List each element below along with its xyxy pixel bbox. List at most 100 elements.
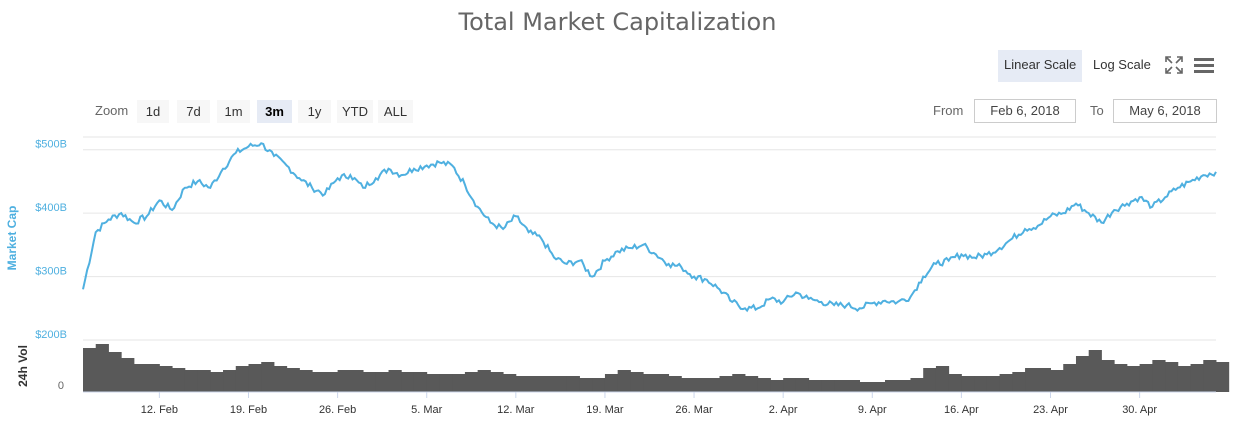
volume-bar [1050, 370, 1064, 392]
volume-bar [923, 368, 937, 392]
volume-bar [579, 378, 593, 392]
volume-bar [1063, 364, 1077, 392]
volume-bar [770, 380, 784, 392]
volume-bar [935, 366, 950, 392]
volume-bar [1126, 366, 1141, 392]
y-tick-label: $400B [35, 202, 67, 214]
volume-bar [426, 374, 440, 392]
volume-bar [388, 370, 402, 392]
volume-bar [121, 358, 135, 392]
volume-bar [795, 378, 810, 392]
volume-bar [541, 376, 555, 392]
volume-bar [821, 380, 835, 392]
volume-bar [617, 370, 631, 392]
volume-bar [604, 374, 619, 392]
chart-title: Total Market Capitalization [458, 8, 777, 36]
volume-bar [1190, 364, 1204, 392]
to-label: To [1090, 103, 1104, 118]
volume-bars [83, 344, 1230, 392]
volume-bar [248, 364, 262, 392]
volume-bar [312, 372, 326, 392]
volume-bar [808, 380, 822, 392]
hamburger-menu-icon[interactable] [1193, 56, 1215, 74]
volume-bar [464, 372, 479, 392]
volume-bar [235, 366, 249, 392]
volume-bar [999, 374, 1013, 392]
fullscreen-icon[interactable] [1165, 56, 1183, 74]
volume-bar [706, 378, 720, 392]
y-axis-title-market-cap: Market Cap [5, 206, 19, 271]
volume-bar [554, 376, 568, 392]
market-cap-series-line [82, 142, 1217, 313]
from-date-input[interactable]: Feb 6, 2018 [974, 99, 1076, 123]
volume-bar [286, 368, 300, 392]
volume-bar [83, 348, 97, 392]
y-tick-label: $300B [35, 266, 67, 278]
zoom-3m-button[interactable]: 3m [257, 100, 292, 123]
volume-bar [961, 376, 975, 392]
x-tick-label: 30. Apr [1122, 404, 1157, 416]
volume-bar [948, 374, 962, 392]
volume-bar [1139, 364, 1153, 392]
to-date-input[interactable]: May 6, 2018 [1113, 99, 1217, 123]
x-tick-label: 16. Apr [944, 404, 979, 416]
y-tick-label: $200B [35, 329, 67, 341]
zoom-all-button[interactable]: ALL [378, 100, 413, 123]
volume-bar [1165, 362, 1179, 392]
volume-bar [872, 382, 886, 392]
volume-bar [1025, 368, 1039, 392]
volume-bar [783, 378, 797, 392]
x-tick-label: 2. Apr [769, 404, 798, 416]
y-tick-label: $500B [35, 139, 67, 151]
volume-bar [566, 376, 580, 392]
volume-bar [515, 376, 530, 392]
volume-bar [1088, 350, 1102, 392]
zoom-1y-button[interactable]: 1y [298, 100, 331, 123]
zoom-ytd-button[interactable]: YTD [337, 100, 373, 123]
zoom-1m-button[interactable]: 1m [217, 100, 250, 123]
zoom-1d-button[interactable]: 1d [137, 100, 169, 123]
volume-bar [413, 372, 428, 392]
from-label: From [933, 103, 964, 118]
volume-bar [184, 370, 199, 392]
volume-bar [897, 380, 911, 392]
volume-bar [630, 372, 644, 392]
volume-bar [452, 374, 466, 392]
volume-bar [885, 380, 899, 392]
volume-bar [375, 372, 389, 392]
volume-bar [477, 370, 491, 392]
volume-bar [986, 376, 1001, 392]
volume-bar [159, 366, 173, 392]
volume-bar [974, 376, 988, 392]
volume-bar [655, 374, 670, 392]
zoom-label: Zoom [95, 103, 129, 118]
linear-scale-button[interactable]: Linear Scale [998, 50, 1083, 82]
y-axis-title-volume: 24h Vol [16, 345, 30, 387]
volume-bar [592, 378, 606, 392]
volume-bar [757, 378, 771, 392]
volume-bar [681, 378, 695, 392]
volume-bar [503, 374, 517, 392]
x-tick-label: 26. Feb [319, 404, 356, 416]
volume-bar [744, 376, 759, 392]
volume-bar [694, 378, 708, 392]
volume-bar [1101, 360, 1115, 392]
volume-bar [643, 374, 657, 392]
volume-bar [197, 370, 211, 392]
volume-bar [668, 376, 682, 392]
volume-bar [528, 376, 542, 392]
x-tick-label: 19. Mar [586, 404, 624, 416]
volume-bar [490, 372, 504, 392]
volume-bar [439, 374, 453, 392]
volume-bar [1012, 372, 1026, 392]
volume-bar [910, 378, 924, 392]
volume-bar [172, 368, 186, 392]
x-tick-label: 12. Feb [141, 404, 178, 416]
volume-bar [363, 372, 377, 392]
volume-bar [834, 380, 848, 392]
volume-bar [299, 370, 313, 392]
zoom-7d-button[interactable]: 7d [177, 100, 210, 123]
x-tick-label: 26. Mar [675, 404, 713, 416]
log-scale-button[interactable]: Log Scale [1093, 57, 1151, 72]
